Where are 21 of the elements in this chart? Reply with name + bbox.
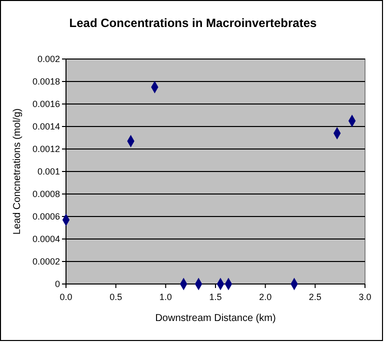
y-tick-label: 0.0008	[32, 189, 60, 200]
x-axis-title: Downstream Distance (km)	[155, 313, 276, 324]
x-tick-label: 0.5	[110, 292, 122, 302]
y-tick-label: 0.0006	[32, 212, 60, 222]
y-tick-label: 0.0018	[32, 76, 60, 87]
y-tick-label: 0.0012	[32, 144, 60, 154]
y-tick-label: 0	[54, 279, 60, 290]
y-tick-label: 0.0004	[32, 234, 60, 244]
chart-title: Lead Concentrations in Macroinvertebrates	[69, 16, 318, 30]
x-tick-label: 0.0	[60, 292, 72, 302]
y-tick-label: 0.001	[37, 166, 60, 177]
y-axis-title: Lead Concnetrations (mol/g)	[12, 108, 23, 235]
x-tick-label: 2.0	[259, 292, 272, 302]
y-tick-label: 0.002	[37, 54, 60, 64]
x-tick-label: 1.5	[209, 292, 222, 302]
x-tick-label: 1.0	[159, 292, 172, 302]
x-tick-label: 2.5	[308, 292, 322, 302]
y-tick-label: 0.0002	[32, 256, 60, 267]
y-tick-label: 0.0016	[32, 99, 60, 110]
x-tick-label: 3.0	[358, 292, 372, 302]
y-tick-label: 0.0014	[32, 122, 60, 132]
